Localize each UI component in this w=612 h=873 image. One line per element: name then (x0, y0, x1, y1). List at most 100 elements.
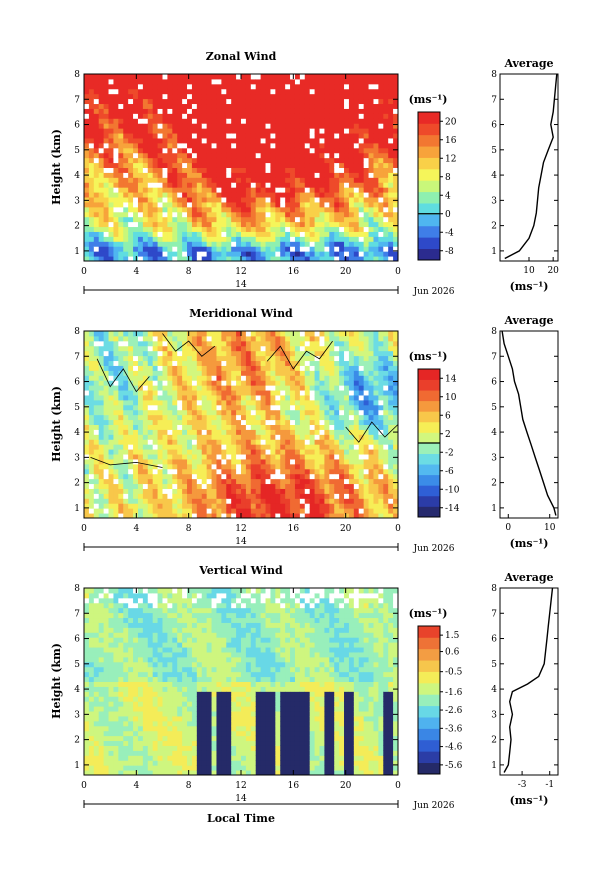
meridional-wind-cell (191, 439, 198, 445)
meridional-wind-cell (113, 335, 119, 342)
meridional-wind-cell (294, 345, 301, 352)
meridional-wind-cell (324, 399, 330, 406)
meridional-wind-cell (275, 513, 281, 518)
meridional-wind-cell (388, 370, 394, 376)
meridional-wind-cell (358, 449, 365, 455)
meridional-wind-cell (103, 380, 110, 386)
meridional-wind-cell (137, 478, 144, 485)
meridional-wind-cell (324, 513, 330, 518)
meridional-wind-cell (142, 419, 149, 425)
zonal-wind-cell (157, 246, 163, 252)
meridional-wind-cell (103, 340, 110, 347)
zonal-wind-cell (191, 177, 198, 183)
meridional-wind-cell (275, 350, 281, 357)
meridional-wind-cell (123, 331, 129, 337)
zonal-wind-cell (344, 216, 350, 223)
meridional-wind-cell (201, 454, 208, 460)
zonal-wind-cell (339, 172, 345, 178)
meridional-wind-cell (368, 493, 374, 499)
meridional-wind-cell (255, 424, 262, 430)
meridional-wind-cell (182, 350, 188, 357)
zonal-wind-cell (113, 108, 119, 114)
zonal-wind-cell (275, 201, 281, 208)
zonal-wind-cell (275, 108, 281, 114)
zonal-wind-cell (304, 192, 311, 198)
meridional-wind-cell (344, 365, 350, 371)
zonal-wind-cell (147, 216, 154, 223)
meridional-wind-cell (329, 375, 335, 381)
zonal-wind-cell (211, 241, 217, 247)
zonal-wind-cell (133, 192, 139, 198)
zonal-wind-cell (255, 137, 262, 144)
meridional-wind-cell (304, 468, 311, 475)
meridional-wind-cell (162, 399, 168, 406)
meridional-wind-cell (187, 444, 193, 450)
zonal-wind-cell (304, 226, 311, 232)
meridional-wind-cell (280, 473, 286, 480)
meridional-wind-cell (368, 458, 374, 465)
zonal-wind-cell (373, 128, 379, 134)
zonal-wind-cell (245, 192, 252, 198)
meridional-wind-cell (162, 335, 168, 342)
zonal-wind-cell (118, 231, 124, 237)
meridional-wind-cell (216, 439, 222, 445)
meridional-wind-cell (206, 414, 213, 421)
meridional-wind-cell (137, 355, 144, 362)
meridional-wind-cell (108, 498, 114, 504)
meridional-wind-cell (191, 508, 198, 514)
meridional-wind-cell (348, 335, 355, 342)
meridional-wind-cell (162, 375, 168, 381)
zonal-wind-cell (191, 192, 198, 198)
zonal-wind-cell (314, 241, 320, 247)
meridional-wind-cell (270, 335, 276, 342)
zonal-wind-cell (206, 201, 213, 208)
zonal-wind-cell (167, 256, 173, 261)
meridional-wind-cell (196, 513, 203, 518)
meridional-wind-cell (182, 345, 188, 352)
meridional-wind-cell (147, 478, 154, 485)
meridional-wind-cell (309, 340, 316, 347)
zonal-wind-cell (128, 152, 134, 159)
zonal-wind-cell (290, 83, 296, 90)
meridional-wind-cell (108, 503, 114, 509)
zonal-wind-cell (255, 78, 262, 85)
meridional-wind-cell (103, 468, 110, 475)
zonal-wind-cell (299, 118, 306, 124)
meridional-wind-cell (393, 385, 398, 391)
meridional-wind-cell (162, 458, 168, 465)
meridional-wind-cell (255, 508, 262, 514)
zonal-wind-cell (113, 123, 119, 129)
zonal-wind-cell (280, 172, 286, 178)
zonal-wind-cell (294, 108, 301, 114)
zonal-wind-cell (241, 83, 247, 90)
meridional-wind-cell (221, 394, 227, 401)
zonal-wind-cell (216, 74, 222, 80)
meridional-wind-cell (275, 478, 281, 485)
zonal-wind-x-tick-label: 16 (288, 267, 300, 277)
meridional-wind-cell (206, 429, 213, 435)
meridional-wind-cell (373, 444, 379, 450)
zonal-wind-cell (187, 137, 193, 144)
zonal-wind-cell (182, 177, 188, 183)
meridional-wind-cell (358, 473, 365, 480)
zonal-wind-cell (206, 78, 213, 85)
meridional-wind-cell (314, 444, 320, 450)
meridional-wind-cell (280, 493, 286, 499)
meridional-wind-cell (182, 508, 188, 514)
meridional-wind-cell (383, 458, 389, 465)
zonal-wind-cell (128, 246, 134, 252)
meridional-wind-cell (275, 385, 281, 391)
zonal-wind-cell (236, 128, 242, 134)
meridional-wind-cell (363, 473, 370, 480)
zonal-wind-cell (162, 142, 168, 149)
meridional-wind-cell (103, 370, 110, 376)
zonal-wind-cell (241, 162, 247, 168)
meridional-wind-cell (236, 429, 242, 435)
meridional-wind-cell (388, 404, 394, 411)
meridional-wind-cell (353, 478, 360, 485)
zonal-wind-cell (270, 162, 276, 168)
meridional-wind-cell (113, 340, 119, 347)
zonal-wind-cell (182, 103, 188, 109)
meridional-wind-cell (84, 473, 90, 480)
zonal-wind-cell (167, 206, 173, 213)
